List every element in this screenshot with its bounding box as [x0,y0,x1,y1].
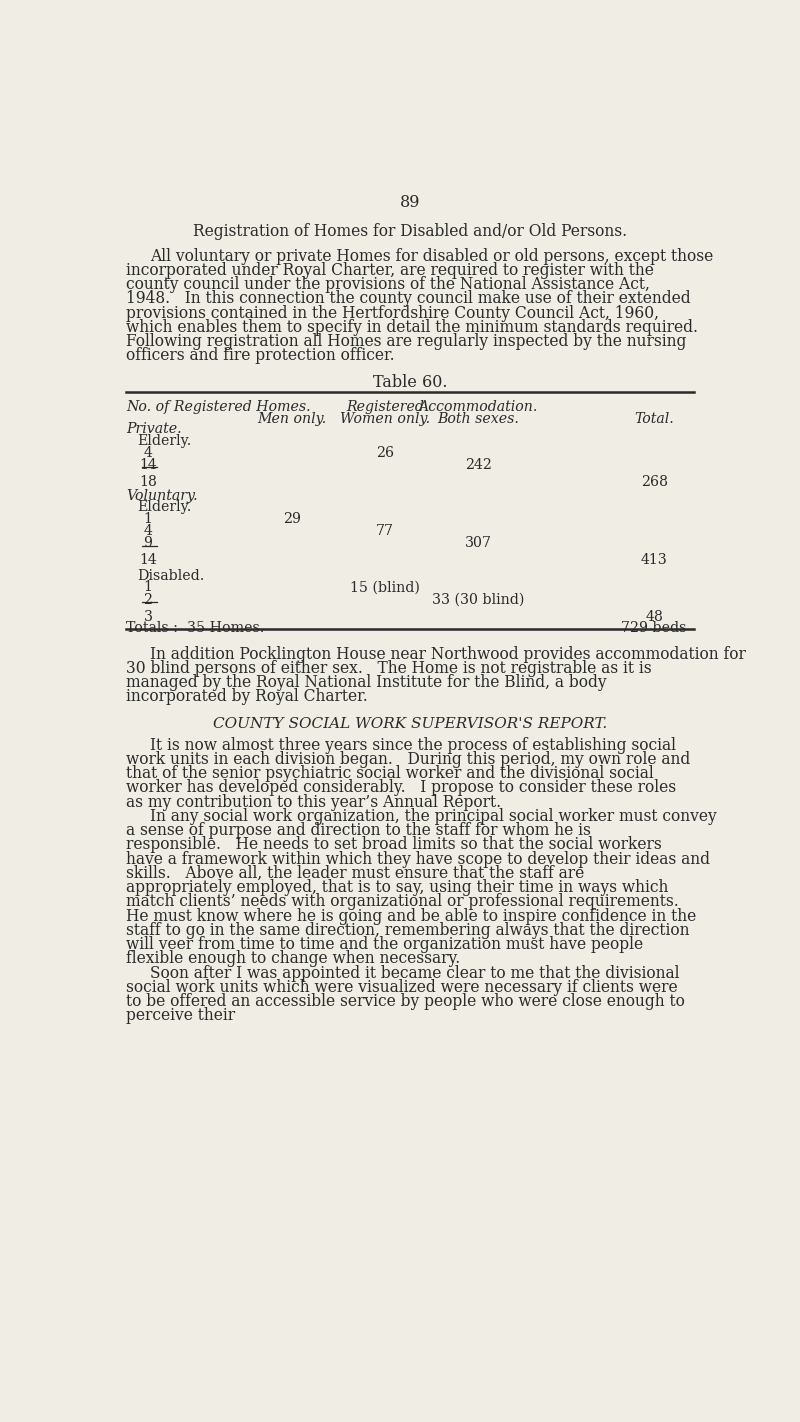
Text: 4: 4 [144,445,153,459]
Text: 1: 1 [144,580,153,594]
Text: social work units which were visualized were necessary if clients were: social work units which were visualized … [126,978,678,995]
Text: He must know where he is going and be able to inspire confidence in the: He must know where he is going and be ab… [126,907,697,924]
Text: Both sexes.: Both sexes. [438,411,519,425]
Text: Total.: Total. [634,411,674,425]
Text: 3: 3 [143,610,153,623]
Text: work units in each division began.   During this period, my own role and: work units in each division began. Durin… [126,751,690,768]
Text: 268: 268 [641,475,668,489]
Text: 2: 2 [143,593,153,607]
Text: 1948.   In this connection the county council make use of their extended: 1948. In this connection the county coun… [126,290,691,307]
Text: managed by the Royal National Institute for the Blind, a body: managed by the Royal National Institute … [126,674,607,691]
Text: Elderly.: Elderly. [138,434,191,448]
Text: worker has developed considerably.   I propose to consider these roles: worker has developed considerably. I pro… [126,779,677,796]
Text: In addition Pocklington House near Northwood provides accommodation for: In addition Pocklington House near North… [150,646,746,663]
Text: 29: 29 [283,512,302,526]
Text: COUNTY SOCIAL WORK SUPERVISOR'S REPORT.: COUNTY SOCIAL WORK SUPERVISOR'S REPORT. [213,717,607,731]
Text: 33 (30 blind): 33 (30 blind) [432,593,524,607]
Text: match clients’ needs with organizational or professional requirements.: match clients’ needs with organizational… [126,893,689,910]
Text: Following registration all Homes are regularly inspected by the nursing: Following registration all Homes are reg… [126,333,686,350]
Text: Disabled.: Disabled. [138,569,205,583]
Text: 4: 4 [144,525,153,538]
Text: 729 beds: 729 beds [622,621,687,636]
Text: Accommodation.: Accommodation. [418,400,538,414]
Text: county council under the provisions of the National Assistance Act,: county council under the provisions of t… [126,276,650,293]
Text: 1: 1 [144,512,153,526]
Text: 413: 413 [641,553,667,567]
Text: Women only.: Women only. [340,411,430,425]
Text: provisions contained in the Hertfordshire County Council Act, 1960,: provisions contained in the Hertfordshir… [126,304,659,321]
Text: 307: 307 [465,536,492,550]
Text: will veer from time to time and the organization must have people: will veer from time to time and the orga… [126,936,643,953]
Text: officers and fire protection officer.: officers and fire protection officer. [126,347,395,364]
Text: Table 60.: Table 60. [373,374,447,391]
Text: 15 (blind): 15 (blind) [350,580,420,594]
Text: Registration of Homes for Disabled and/or Old Persons.: Registration of Homes for Disabled and/o… [193,223,627,240]
Text: appropriately employed, that is to say, using their time in ways which: appropriately employed, that is to say, … [126,879,669,896]
Text: Voluntary.: Voluntary. [126,489,198,502]
Text: as my contribution to this year’s Annual Report.: as my contribution to this year’s Annual… [126,793,502,811]
Text: to be offered an accessible service by people who were close enough to: to be offered an accessible service by p… [126,993,686,1010]
Text: No. of Registered Homes.: No. of Registered Homes. [126,400,311,414]
Text: perceive their: perceive their [126,1007,235,1024]
Text: Private.: Private. [126,422,182,437]
Text: 9: 9 [143,536,153,550]
Text: All voluntary or private Homes for disabled or old persons, except those: All voluntary or private Homes for disab… [150,247,714,264]
Text: Totals :  35 Homes.: Totals : 35 Homes. [126,621,265,636]
Text: responsible.   He needs to set broad limits so that the social workers: responsible. He needs to set broad limit… [126,836,662,853]
Text: 26: 26 [376,445,394,459]
Text: Elderly.: Elderly. [138,501,191,515]
Text: flexible enough to change when necessary.: flexible enough to change when necessary… [126,950,461,967]
Text: that of the senior psychiatric social worker and the divisional social: that of the senior psychiatric social wo… [126,765,654,782]
Text: 242: 242 [465,458,492,472]
Text: 14: 14 [139,553,157,567]
Text: incorporated by Royal Charter.: incorporated by Royal Charter. [126,688,368,705]
Text: Soon after I was appointed it became clear to me that the divisional: Soon after I was appointed it became cle… [150,964,680,981]
Text: 48: 48 [645,610,663,623]
Text: 89: 89 [400,193,420,210]
Text: a sense of purpose and direction to the staff for whom he is: a sense of purpose and direction to the … [126,822,591,839]
Text: 14: 14 [139,458,157,472]
Text: have a framework within which they have scope to develop their ideas and: have a framework within which they have … [126,850,710,867]
Text: It is now almost three years since the process of establishing social: It is now almost three years since the p… [150,737,676,754]
Text: In any social work organization, the principal social worker must convey: In any social work organization, the pri… [150,808,717,825]
Text: 30 blind persons of either sex.   The Home is not registrable as it is: 30 blind persons of either sex. The Home… [126,660,652,677]
Text: 18: 18 [139,475,157,489]
Text: 77: 77 [376,525,394,538]
Text: Men only.: Men only. [258,411,327,425]
Text: skills.   Above all, the leader must ensure that the staff are: skills. Above all, the leader must ensur… [126,865,585,882]
Text: Registered: Registered [346,400,424,414]
Text: which enables them to specify in detail the minimum standards required.: which enables them to specify in detail … [126,319,708,336]
Text: staff to go in the same direction, remembering always that the direction: staff to go in the same direction, remem… [126,921,690,939]
Text: incorporated under Royal Charter, are required to register with the: incorporated under Royal Charter, are re… [126,262,654,279]
